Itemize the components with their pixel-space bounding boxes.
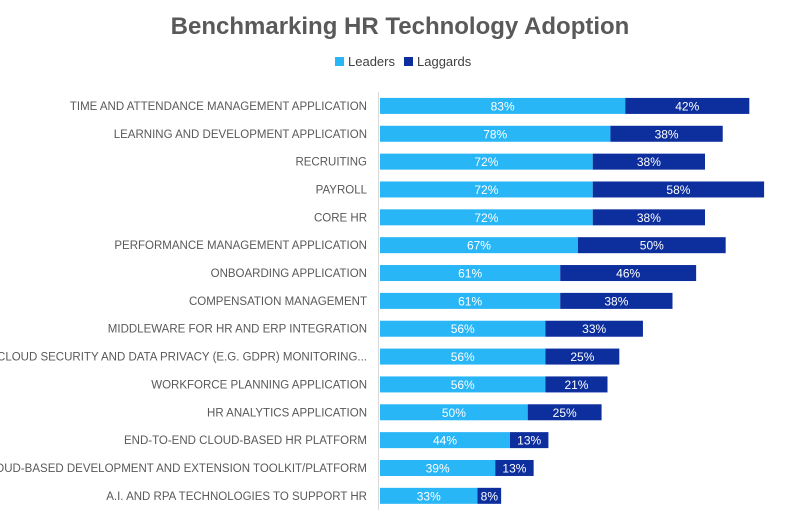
bar-laggards: [592, 209, 705, 226]
category-label: HR ANALYTICS APPLICATION: [207, 407, 367, 419]
bar-leaders: [380, 209, 593, 226]
category-label: END-TO-END CLOUD-BASED HR PLATFORM: [124, 435, 367, 447]
data-label-leaders: 72%: [474, 183, 498, 197]
data-label-leaders: 56%: [451, 350, 475, 364]
category-label: PERFORMANCE MANAGEMENT APPLICATION: [114, 240, 367, 252]
data-label-laggards: 25%: [570, 350, 594, 364]
data-label-laggards: 8%: [481, 489, 499, 503]
data-label-leaders: 61%: [458, 294, 482, 308]
data-label-leaders: 78%: [483, 127, 507, 141]
bar-laggards: [577, 237, 726, 254]
data-label-leaders: 83%: [491, 99, 515, 113]
bar-laggards: [592, 181, 765, 198]
category-label: LEARNING AND DEVELOPMENT APPLICATION: [114, 129, 367, 141]
data-label-leaders: 72%: [474, 155, 498, 169]
category-label: CLOUD-BASED DEVELOPMENT AND EXTENSION TO…: [0, 463, 367, 475]
bar-laggards: [545, 376, 608, 393]
data-label-laggards: 21%: [564, 378, 588, 392]
data-label-laggards: 58%: [666, 183, 690, 197]
legend-swatch-leaders: [335, 57, 344, 66]
category-label: CLOUD SECURITY AND DATA PRIVACY (E.G. GD…: [0, 352, 367, 364]
data-label-laggards: 38%: [655, 127, 679, 141]
bar-leaders: [380, 432, 510, 449]
bar-leaders: [380, 459, 496, 476]
bar-laggards: [477, 487, 502, 504]
legend: Leaders Laggards: [335, 54, 472, 69]
data-label-leaders: 67%: [467, 239, 491, 253]
data-label-laggards: 38%: [637, 155, 661, 169]
bar-leaders: [380, 97, 626, 114]
data-label-laggards: 38%: [604, 294, 628, 308]
bar-leaders: [380, 181, 593, 198]
data-label-leaders: 72%: [474, 211, 498, 225]
bar-leaders: [380, 292, 561, 309]
bar-laggards: [610, 125, 723, 142]
category-label: COMPENSATION MANAGEMENT: [189, 296, 367, 308]
data-label-laggards: 38%: [637, 211, 661, 225]
data-label-leaders: 44%: [433, 434, 457, 448]
data-label-laggards: 42%: [675, 99, 699, 113]
bar-laggards: [527, 404, 602, 421]
data-label-laggards: 33%: [582, 322, 606, 336]
bar-leaders: [380, 320, 546, 337]
data-label-laggards: 25%: [553, 406, 577, 420]
bar-laggards: [592, 153, 705, 170]
bar-leaders: [380, 376, 546, 393]
bar-leaders: [380, 237, 578, 254]
bar-leaders: [380, 487, 478, 504]
data-label-leaders: 61%: [458, 267, 482, 281]
category-label: PAYROLL: [316, 184, 368, 196]
bar-leaders: [380, 153, 593, 170]
data-label-leaders: 56%: [451, 322, 475, 336]
bar-leaders: [380, 348, 546, 365]
legend-label-leaders: Leaders: [348, 54, 395, 69]
category-label: MIDDLEWARE FOR HR AND ERP INTEGRATION: [108, 324, 367, 336]
category-label: CORE HR: [314, 212, 367, 224]
data-label-laggards: 46%: [616, 267, 640, 281]
category-label: TIME AND ATTENDANCE MANAGEMENT APPLICATI…: [70, 101, 367, 113]
data-label-laggards: 50%: [640, 239, 664, 253]
data-label-leaders: 50%: [442, 406, 466, 420]
data-label-laggards: 13%: [517, 434, 541, 448]
data-label-leaders: 39%: [426, 461, 450, 475]
plot-area: TIME AND ATTENDANCE MANAGEMENT APPLICATI…: [0, 97, 765, 504]
bar-laggards: [545, 320, 643, 337]
category-label: WORKFORCE PLANNING APPLICATION: [151, 379, 367, 391]
bar-laggards: [560, 292, 673, 309]
legend-label-laggards: Laggards: [417, 54, 472, 69]
category-label: RECRUITING: [295, 157, 367, 169]
legend-swatch-laggards: [404, 57, 413, 66]
data-label-leaders: 56%: [451, 378, 475, 392]
bar-leaders: [380, 404, 528, 421]
bar-laggards: [545, 348, 620, 365]
bar-laggards: [510, 432, 549, 449]
bar-laggards: [495, 459, 534, 476]
chart-title: Benchmarking HR Technology Adoption: [171, 13, 630, 40]
bar-laggards: [625, 97, 750, 114]
bar-laggards: [560, 265, 697, 282]
data-label-leaders: 33%: [417, 489, 441, 503]
category-label: ONBOARDING APPLICATION: [211, 268, 367, 280]
data-label-laggards: 13%: [502, 461, 526, 475]
bar-leaders: [380, 265, 561, 282]
category-label: A.I. AND RPA TECHNOLOGIES TO SUPPORT HR: [106, 491, 367, 503]
bar-leaders: [380, 125, 611, 142]
